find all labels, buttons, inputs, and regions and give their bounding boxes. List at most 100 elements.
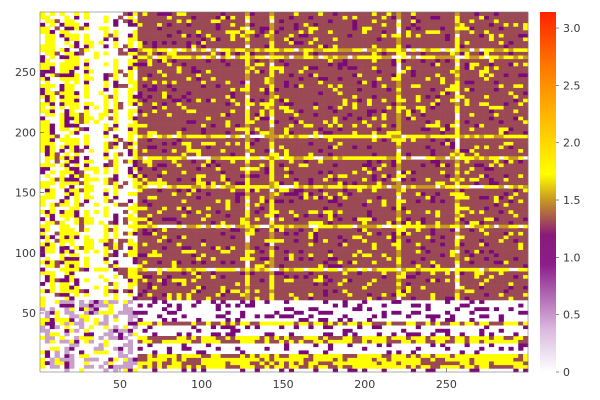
heatmap-cell xyxy=(103,76,109,81)
heatmap-cell xyxy=(318,249,324,254)
heatmap-cell xyxy=(244,364,251,369)
heatmap-cell xyxy=(79,220,85,225)
heatmap-cell xyxy=(127,102,134,106)
heatmap-cell xyxy=(327,210,334,214)
heatmap-cell xyxy=(298,159,304,164)
heatmap-cell xyxy=(254,166,260,171)
heatmap-cell xyxy=(244,336,251,340)
heatmap-cell xyxy=(142,138,148,142)
heatmap-cell xyxy=(147,123,153,128)
heatmap-cell xyxy=(79,307,85,312)
heatmap-cell xyxy=(298,271,304,276)
heatmap-cell xyxy=(259,55,265,60)
heatmap-cell xyxy=(83,289,90,294)
heatmap-cell xyxy=(69,174,75,178)
heatmap-cell xyxy=(249,102,256,106)
heatmap-cell xyxy=(244,339,251,344)
heatmap-cell xyxy=(118,152,124,157)
heatmap-cell xyxy=(44,249,51,254)
heatmap-cell xyxy=(303,102,309,106)
heatmap-cell xyxy=(147,73,153,78)
heatmap-cell xyxy=(171,44,177,49)
heatmap-cell xyxy=(244,22,251,27)
heatmap-cell xyxy=(230,12,236,16)
heatmap-cell xyxy=(264,145,270,150)
heatmap-cell xyxy=(83,256,90,261)
heatmap-cell xyxy=(274,148,280,153)
heatmap-cell xyxy=(137,130,143,135)
heatmap-cell xyxy=(69,19,75,24)
heatmap-cell xyxy=(127,37,134,42)
heatmap-cell xyxy=(83,44,90,49)
heatmap-cell xyxy=(142,69,148,74)
heatmap-cell xyxy=(323,58,329,63)
heatmap-cell xyxy=(69,235,75,240)
heatmap-cell xyxy=(220,202,226,207)
heatmap-cell xyxy=(293,15,299,20)
heatmap-cell xyxy=(201,141,207,146)
heatmap-cell xyxy=(323,33,329,38)
heatmap-cell xyxy=(327,289,334,294)
heatmap-cell xyxy=(327,166,334,171)
heatmap-cell xyxy=(49,98,55,103)
heatmap-cell xyxy=(74,26,80,31)
heatmap-cell xyxy=(254,170,260,175)
heatmap-cell xyxy=(293,26,299,31)
heatmap-cell xyxy=(74,51,80,56)
heatmap-cell xyxy=(171,238,177,243)
heatmap-cell xyxy=(132,246,138,250)
heatmap-cell xyxy=(54,156,60,160)
heatmap-cell xyxy=(152,69,158,74)
heatmap-cell xyxy=(298,112,304,117)
heatmap-cell xyxy=(303,58,309,63)
heatmap-cell xyxy=(69,102,75,106)
heatmap-cell xyxy=(196,141,202,146)
heatmap-cell xyxy=(210,120,216,124)
heatmap-cell xyxy=(327,361,334,366)
heatmap-cell xyxy=(147,19,153,24)
heatmap-cell xyxy=(327,242,334,247)
heatmap-cell xyxy=(166,40,173,45)
heatmap-cell xyxy=(298,91,304,96)
heatmap-cell xyxy=(337,242,343,247)
heatmap-cell xyxy=(147,170,153,175)
heatmap-cell xyxy=(40,195,46,200)
heatmap-cell xyxy=(284,336,290,340)
heatmap-cell xyxy=(196,177,202,182)
heatmap-cell xyxy=(332,15,338,20)
heatmap-cell xyxy=(171,84,177,88)
heatmap-cell xyxy=(327,181,334,186)
heatmap-cell xyxy=(235,69,241,74)
heatmap-cell xyxy=(264,199,270,204)
heatmap-cell xyxy=(342,91,348,96)
heatmap-cell xyxy=(249,152,256,157)
heatmap-cell xyxy=(127,141,134,146)
heatmap-cell xyxy=(274,19,280,24)
heatmap-cell xyxy=(249,33,256,38)
heatmap-cell xyxy=(83,235,90,240)
heatmap-cell xyxy=(279,321,285,326)
heatmap-cell xyxy=(240,80,246,85)
heatmap-cell xyxy=(191,296,197,301)
heatmap-cell xyxy=(176,102,182,106)
heatmap-cell xyxy=(327,364,334,369)
heatmap-cell xyxy=(293,213,299,218)
heatmap-cell xyxy=(103,170,109,175)
heatmap-cell xyxy=(69,138,75,142)
heatmap-cell xyxy=(157,48,163,52)
heatmap-cell xyxy=(313,357,319,362)
heatmap-cell xyxy=(337,253,343,258)
heatmap-cell xyxy=(88,159,94,164)
heatmap-cell xyxy=(313,163,319,168)
heatmap-cell xyxy=(181,127,187,132)
heatmap-cell xyxy=(244,138,251,142)
heatmap-cell xyxy=(137,184,143,189)
heatmap-cell xyxy=(64,48,70,52)
heatmap-cell xyxy=(254,246,260,250)
heatmap-cell xyxy=(132,163,138,168)
heatmap-cell xyxy=(323,246,329,250)
heatmap-cell xyxy=(40,166,46,171)
heatmap-cell xyxy=(318,170,324,175)
heatmap-cell xyxy=(347,282,353,286)
heatmap-cell xyxy=(137,318,143,322)
